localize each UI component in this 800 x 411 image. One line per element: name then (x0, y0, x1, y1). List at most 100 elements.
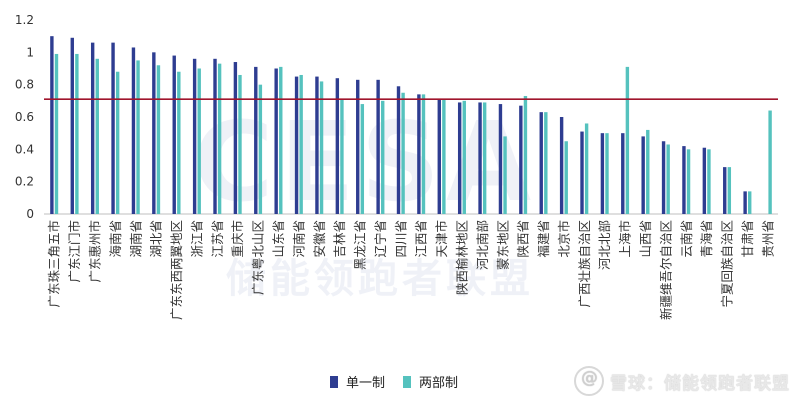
x-tick-label: 福建省 (536, 220, 551, 258)
bar-single (254, 66, 258, 214)
bar-two-part (75, 53, 79, 215)
bar-two-part (197, 68, 201, 214)
x-tick-label: 河北南部 (475, 220, 490, 270)
bar-two-part (605, 133, 609, 214)
bar-single (743, 191, 747, 214)
xueqiu-logo-icon (574, 366, 604, 396)
bar-single (70, 37, 74, 214)
x-tick-label: 甘肃省 (740, 220, 755, 258)
footer-watermark: 雪球：储能领跑者联盟 (574, 366, 790, 396)
bar-two-part (564, 141, 568, 214)
bar-single (600, 133, 605, 214)
bar-single (233, 62, 238, 214)
legend: 单一制 两部制 (330, 372, 458, 391)
x-tick-label: 黑龙江省 (353, 220, 368, 270)
x-tick-label: 广东惠州市 (87, 220, 102, 283)
bar-single (457, 102, 462, 214)
x-tick-label: 重庆市 (230, 220, 245, 258)
bar-two-part (646, 129, 650, 214)
bar-single (539, 112, 543, 214)
bar-two-part (544, 112, 548, 214)
bar-single (478, 102, 482, 214)
legend-label-single: 单一制 (346, 376, 386, 391)
legend-swatch-single (330, 375, 338, 388)
bars-layer (50, 36, 772, 215)
bar-single (723, 167, 727, 214)
bar-single (417, 94, 421, 214)
x-tick-label: 青海省 (699, 220, 714, 258)
bar-two-part (523, 95, 528, 214)
watermark-text-sub: 储能领跑者联盟 (226, 256, 534, 302)
bar-two-part (238, 74, 242, 214)
bar-single (519, 105, 523, 214)
x-tick-label: 北京市 (556, 220, 571, 258)
bar-single (50, 36, 54, 214)
bar-single (274, 68, 278, 214)
x-tick-label: 广东江门市 (67, 220, 82, 283)
bar-two-part (748, 191, 752, 214)
x-tick-label: 上海市 (618, 220, 633, 258)
x-tick-label: 新疆维吾尔自治区 (658, 220, 673, 320)
bar-two-part (482, 102, 487, 214)
bar-single (172, 55, 176, 214)
x-tick-label: 广东珠三角五市 (47, 220, 62, 308)
bar-two-part (340, 99, 344, 214)
x-tick-label: 河南省 (291, 220, 306, 258)
bar-single (498, 104, 503, 214)
y-tick-label: 1 (26, 45, 34, 59)
legend-item-single: 单一制 (330, 372, 385, 391)
axis-layer: 0 0.2 0.4 0.6 0.8 1 1.2 (15, 13, 778, 221)
bar-two-part (686, 149, 691, 214)
x-tick-label: 广东粤北山区 (251, 220, 266, 295)
x-tick-label: 山东省 (271, 220, 286, 258)
x-tick-label: 云南省 (679, 220, 694, 258)
x-tick-label: 广东东西两翼地区 (169, 220, 184, 320)
bar-single (580, 131, 584, 214)
bar-two-part (95, 58, 99, 214)
legend-label-two-part: 两部制 (419, 376, 459, 391)
bar-two-part (381, 100, 385, 214)
legend-swatch-two-part (403, 375, 412, 388)
x-tick-label: 陕西榆林地区 (454, 220, 469, 295)
bar-two-part (360, 104, 365, 214)
y-tick-label: 1.2 (15, 13, 34, 27)
bar-single (111, 42, 115, 214)
bar-two-part (584, 123, 589, 214)
bar-single (131, 47, 136, 215)
bar-single (294, 76, 299, 214)
bar-two-part (421, 94, 426, 214)
bar-two-part (727, 167, 732, 214)
bar-two-part (442, 99, 446, 214)
bar-single (702, 147, 707, 214)
bar-single (437, 99, 441, 214)
legend-item-two-part: 两部制 (403, 372, 458, 391)
x-tick-label: 江西省 (414, 220, 429, 258)
x-tick-labels: 广东珠三角五市 广东江门市 广东惠州市 海南省 湖南省 湖北省 广东东西两翼地区 浙江省 江苏省… (47, 220, 776, 320)
bar-two-part (217, 63, 222, 215)
bar-two-part (54, 53, 59, 215)
bar-single (192, 58, 197, 214)
bar-single (376, 79, 380, 214)
bar-single (335, 78, 340, 214)
bar-two-part (136, 60, 140, 214)
x-tick-label: 安徽省 (312, 220, 327, 258)
y-tick-label: 0.6 (15, 110, 34, 124)
bar-two-part (768, 110, 772, 214)
x-tick-label: 浙江省 (189, 220, 204, 258)
x-tick-label: 陕西省 (516, 220, 531, 258)
bar-single (356, 79, 360, 214)
bar-two-part (299, 74, 303, 214)
bar-two-part (258, 84, 263, 214)
x-tick-label: 蒙东地区 (495, 220, 510, 270)
bar-single (396, 86, 401, 214)
y-tick-label: 0.2 (15, 175, 34, 189)
bar-single (641, 136, 645, 214)
x-tick-label: 河北北部 (597, 220, 612, 270)
y-tick-label: 0 (26, 207, 34, 221)
bar-single (213, 58, 217, 214)
y-tick-label: 0.8 (15, 78, 34, 92)
bar-single (152, 52, 156, 214)
x-tick-label: 辽宁省 (373, 220, 388, 258)
bar-two-part (279, 66, 283, 214)
